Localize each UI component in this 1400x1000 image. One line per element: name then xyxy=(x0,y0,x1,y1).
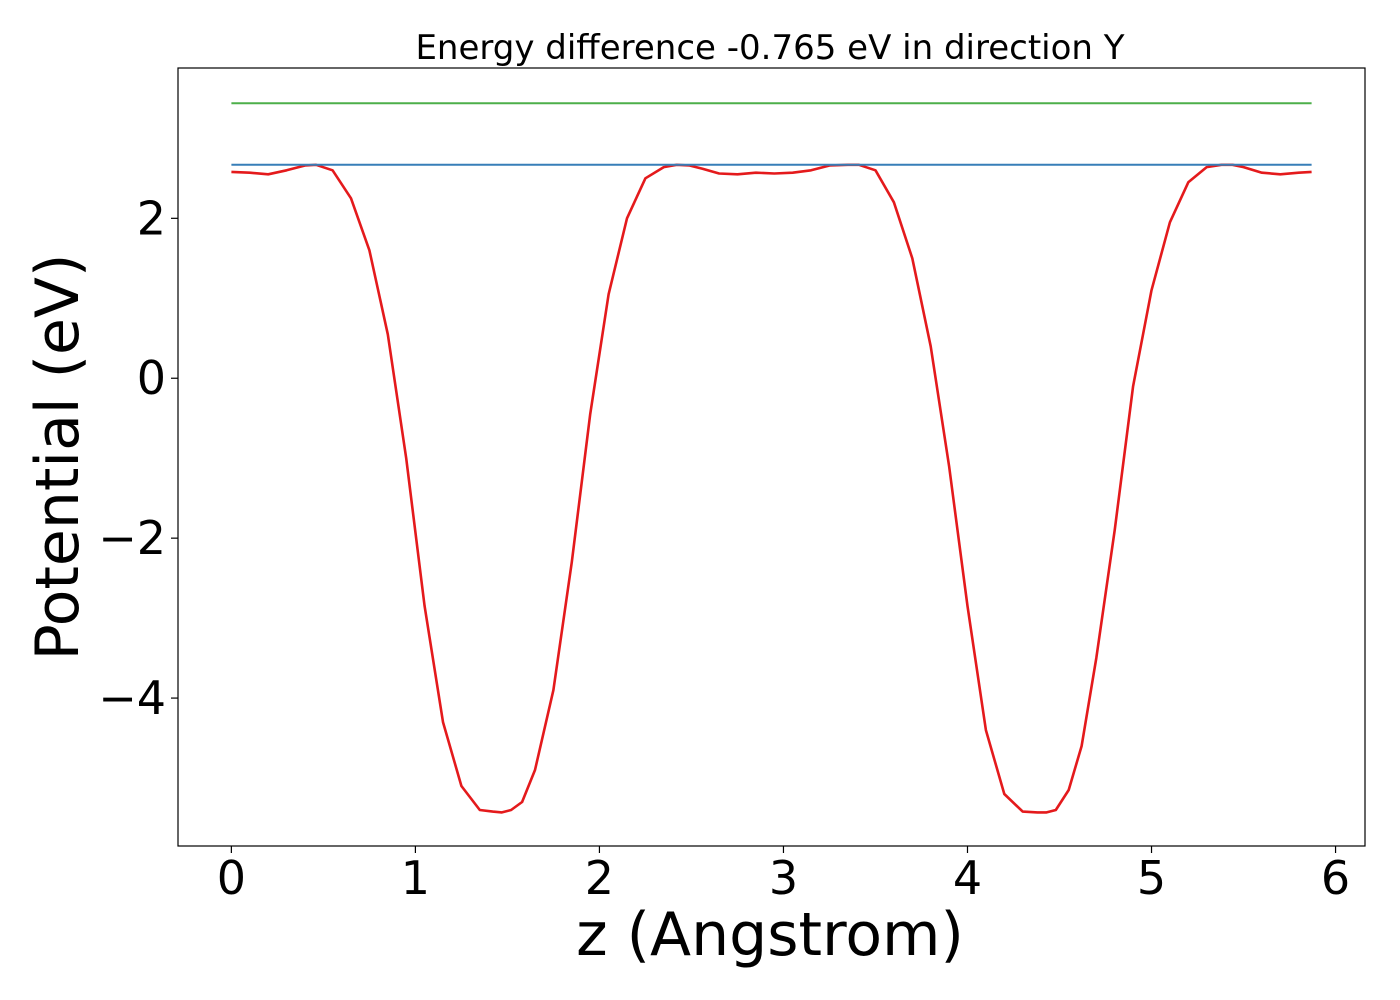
x-tick-label: 5 xyxy=(1137,851,1166,905)
x-tick-label: 6 xyxy=(1321,851,1350,905)
series-line-0 xyxy=(231,163,1312,814)
x-tick-label: 3 xyxy=(769,851,798,905)
x-axis-label: z (Angstrom) xyxy=(576,900,964,970)
chart-title: Energy difference -0.765 eV in direction… xyxy=(415,28,1124,68)
y-axis-label: Potential (eV) xyxy=(23,254,93,661)
y-tick-label: 0 xyxy=(137,351,166,405)
x-tick-label: 4 xyxy=(953,851,982,905)
plot-frame xyxy=(177,67,1366,847)
y-tick-label: 2 xyxy=(137,191,166,245)
ticks: 0 1 2 3 4 5 6 −4 −2 0 2 xyxy=(98,191,1350,905)
y-tick-label: −2 xyxy=(98,511,166,565)
plot-lines xyxy=(231,102,1312,814)
x-tick-label: 2 xyxy=(585,851,614,905)
x-tick-label: 1 xyxy=(401,851,430,905)
x-tick-label: 0 xyxy=(217,851,246,905)
y-tick-label: −4 xyxy=(98,671,166,725)
